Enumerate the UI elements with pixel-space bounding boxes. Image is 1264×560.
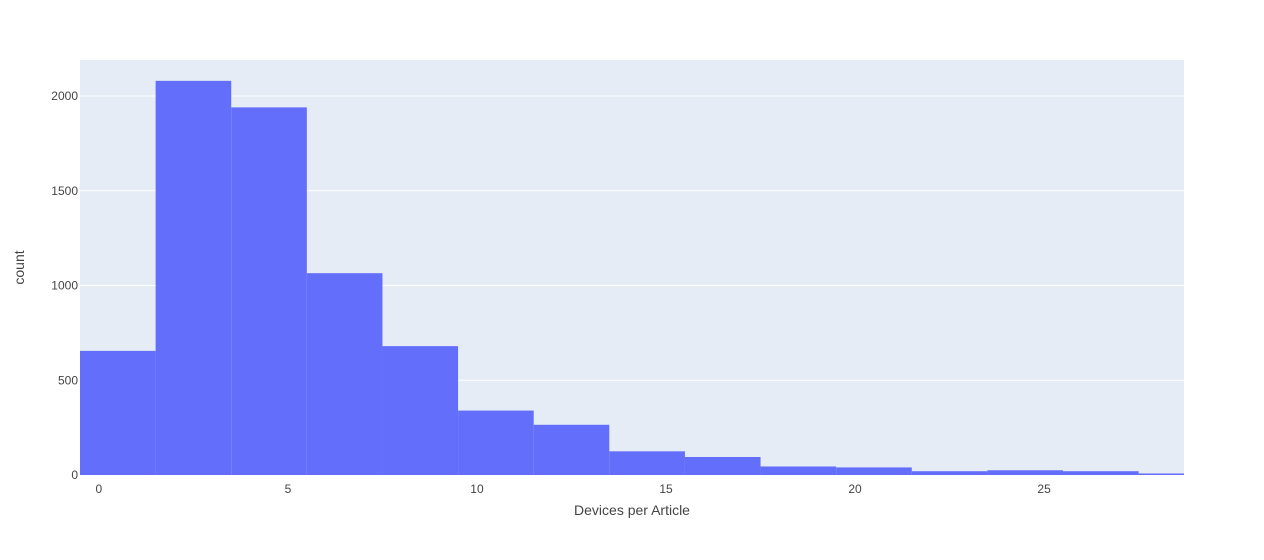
histogram-bar-4[interactable]	[382, 346, 459, 475]
histogram-bar-1[interactable]	[155, 80, 232, 475]
x-axis-title: Devices per Article	[574, 502, 690, 518]
histogram-bar-9[interactable]	[760, 466, 837, 475]
y-tick-label-1: 500	[58, 373, 78, 387]
bars	[80, 80, 1184, 476]
y-tick-label-3: 1500	[51, 184, 78, 198]
histogram-bar-12[interactable]	[987, 470, 1064, 475]
histogram-bar-8[interactable]	[684, 456, 761, 475]
x-tick-label-0: 0	[96, 482, 103, 496]
histogram-bar-5[interactable]	[458, 410, 534, 475]
histogram-bar-13[interactable]	[1063, 471, 1139, 475]
x-tick-label-3: 15	[659, 482, 673, 496]
histogram-bar-3[interactable]	[306, 273, 383, 475]
x-tick-label-4: 20	[848, 482, 862, 496]
y-tick-label-0: 0	[71, 468, 78, 482]
histogram-bar-14[interactable]	[1138, 473, 1184, 475]
y-tick-label-4: 2000	[51, 89, 78, 103]
histogram-bar-11[interactable]	[911, 471, 988, 475]
x-axis-ticks: 0 5 10 15 20 25	[96, 482, 1052, 496]
histogram-bar-0[interactable]	[80, 350, 156, 475]
histogram-bar-10[interactable]	[836, 467, 912, 475]
histogram-bar-2[interactable]	[231, 107, 307, 476]
y-axis-title: count	[11, 250, 27, 284]
x-tick-label-5: 25	[1037, 482, 1051, 496]
x-tick-label-2: 10	[470, 482, 484, 496]
y-axis-ticks: 0 500 1000 1500 2000	[51, 89, 78, 482]
histogram-bar-6[interactable]	[533, 424, 610, 475]
x-tick-label-1: 5	[285, 482, 292, 496]
y-tick-label-2: 1000	[51, 279, 78, 293]
histogram-bar-7[interactable]	[609, 451, 685, 475]
